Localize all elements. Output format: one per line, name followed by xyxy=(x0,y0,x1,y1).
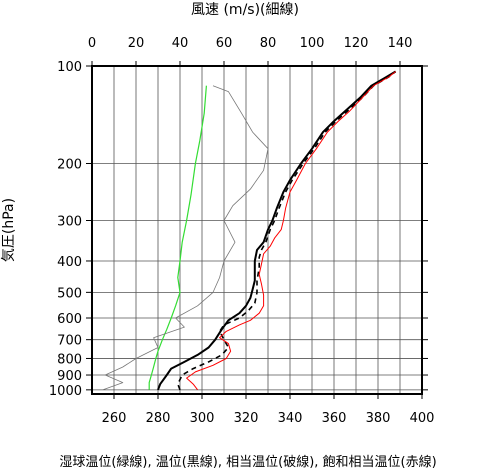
thetae-line xyxy=(177,70,397,391)
y-tick-label: 300 xyxy=(57,215,82,230)
wind-tick-label: 80 xyxy=(260,36,277,51)
y-tick-label: 500 xyxy=(57,286,82,301)
thetaes-line xyxy=(186,71,396,391)
y-tick-label: 100 xyxy=(57,60,82,75)
wind-axis-title: 風速 (m/s)(細線) xyxy=(191,2,299,18)
temp-tick-label: 400 xyxy=(410,411,435,426)
wind-tick-label: 100 xyxy=(300,36,325,51)
temp-tick-label: 340 xyxy=(278,411,303,426)
wind-tick-label: 40 xyxy=(172,36,189,51)
y-tick-label: 200 xyxy=(57,157,82,172)
temp-tick-label: 320 xyxy=(234,411,259,426)
y-tick-label: 700 xyxy=(57,334,82,349)
grid xyxy=(92,65,422,394)
plot-frame xyxy=(91,65,423,395)
temp-tick-label: 380 xyxy=(366,411,391,426)
y-tick-label: 900 xyxy=(57,369,82,384)
wind-tick-label: 140 xyxy=(388,36,413,51)
wind-tick-label: 60 xyxy=(216,36,233,51)
wind-tick-label: 20 xyxy=(128,36,145,51)
y-tick-label: 1000 xyxy=(49,384,82,399)
y-tick-label: 400 xyxy=(57,255,82,270)
y-tick-label: 600 xyxy=(57,312,82,327)
temp-tick-label: 300 xyxy=(190,411,215,426)
wetbulb-line xyxy=(148,85,207,390)
y-axis-label: 気圧(hPa) xyxy=(1,198,17,262)
theta-line xyxy=(157,70,397,391)
wind-line xyxy=(102,85,269,391)
y-tick-label: 800 xyxy=(57,352,82,367)
wind-tick-label: 0 xyxy=(88,36,96,51)
temperature-axis-caption: 湿球温位(緑線), 温位(黒線), 相当温位(破線), 飽和相当温位(赤線) xyxy=(59,454,436,470)
series-layer xyxy=(102,70,397,391)
temp-tick-label: 360 xyxy=(322,411,347,426)
wind-tick-label: 120 xyxy=(344,36,369,51)
temp-tick-label: 260 xyxy=(102,411,127,426)
temp-tick-label: 280 xyxy=(146,411,171,426)
ticks xyxy=(86,61,428,399)
